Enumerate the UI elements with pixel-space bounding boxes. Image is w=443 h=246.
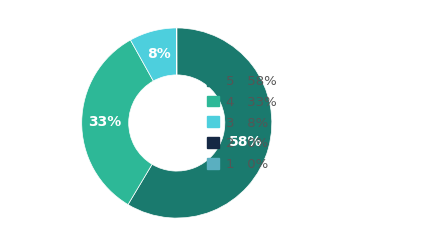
Text: 58%: 58% [229, 135, 263, 149]
Legend: 5   58%, 4   33%, 3   8%, 2   0%, 1   0%: 5 58%, 4 33%, 3 8%, 2 0%, 1 0% [202, 69, 282, 177]
Wedge shape [131, 28, 177, 81]
Text: 8%: 8% [147, 47, 171, 61]
Wedge shape [82, 40, 153, 205]
Text: 33%: 33% [89, 115, 122, 129]
Wedge shape [128, 28, 272, 218]
